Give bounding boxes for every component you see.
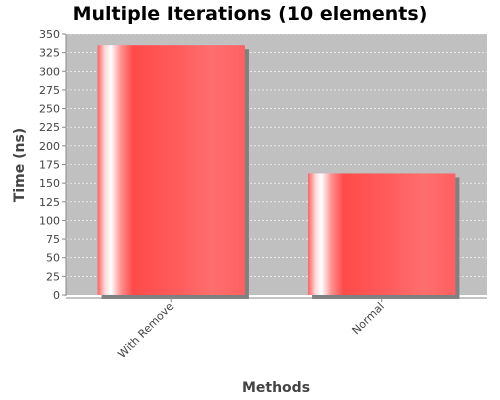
x-axis-ticks: With Remove Normal [115, 298, 387, 361]
bar [308, 173, 456, 295]
bars [97, 45, 460, 299]
y-axis-label: Time (ns) [12, 128, 28, 202]
y-tick-label: 225 [39, 121, 60, 134]
y-tick-label: 275 [39, 84, 60, 97]
y-tick-label: 50 [46, 252, 60, 265]
x-tick-label: With Remove [115, 300, 176, 361]
y-tick-label: 125 [39, 196, 60, 209]
y-tick-label: 200 [39, 140, 60, 153]
chart-title: Multiple Iterations (10 elements) [73, 3, 428, 25]
y-tick-label: 350 [39, 28, 60, 41]
x-axis-label: Methods [242, 380, 310, 396]
y-tick-label: 150 [39, 177, 60, 190]
y-tick-label: 250 [39, 103, 60, 116]
y-tick-label: 75 [46, 233, 60, 246]
y-axis-ticks: 0 25 50 75 100 125 150 175 200 225 250 275 300 325 350 [39, 28, 66, 302]
y-tick-label: 175 [39, 159, 60, 172]
x-tick-label: Normal [350, 300, 387, 337]
y-tick-label: 0 [53, 289, 60, 302]
y-tick-label: 300 [39, 65, 60, 78]
y-tick-label: 100 [39, 214, 60, 227]
bar [97, 45, 245, 295]
y-tick-label: 25 [46, 270, 60, 283]
y-tick-label: 325 [39, 47, 60, 60]
